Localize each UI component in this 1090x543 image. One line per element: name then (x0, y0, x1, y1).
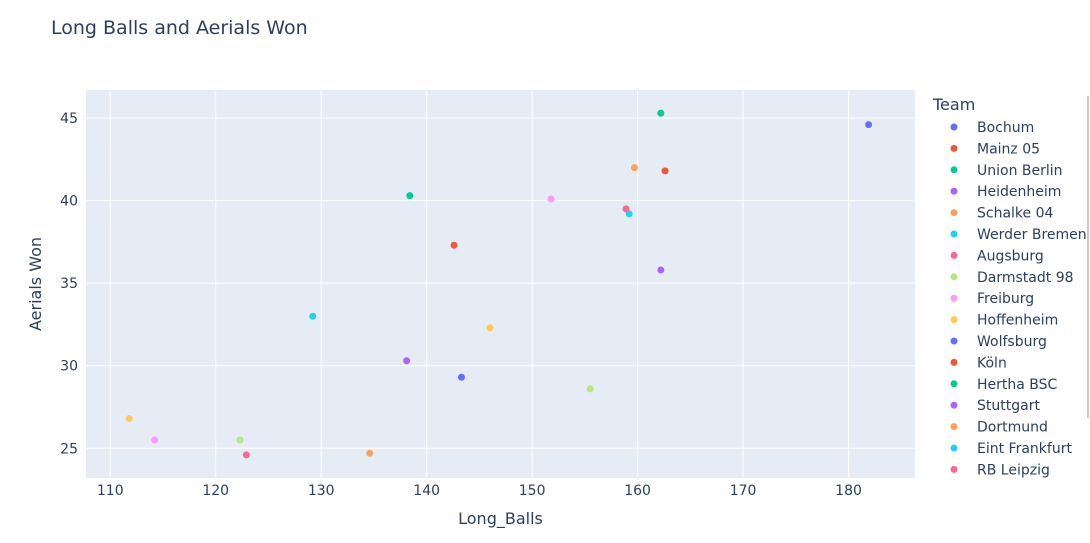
legend-item[interactable]: Mainz 05 (950, 141, 1041, 157)
x-tick-label: 160 (624, 483, 651, 499)
data-point[interactable] (630, 164, 638, 172)
legend-label: Freiburg (977, 291, 1034, 307)
legend-label: Bochum (977, 120, 1034, 136)
chart-title: Long Balls and Aerials Won (51, 17, 308, 39)
legend-item[interactable]: Union Berlin (950, 163, 1063, 179)
legend: Bochum Mainz 05 Union Berlin Heidenheim Scha… (950, 120, 1087, 478)
data-point[interactable] (366, 449, 374, 457)
legend-marker (950, 337, 958, 345)
y-tick-label: 45 (60, 111, 78, 127)
legend-label: Werder Bremen (977, 227, 1087, 243)
legend-label: Augsburg (977, 248, 1044, 264)
x-tick-label: 170 (730, 483, 757, 499)
data-point[interactable] (547, 195, 555, 203)
legend-marker (950, 294, 958, 302)
x-tick-label: 140 (413, 483, 440, 499)
data-point[interactable] (406, 192, 414, 200)
legend-item[interactable]: Hertha BSC (950, 377, 1058, 393)
y-tick-label: 25 (60, 441, 78, 457)
legend-item[interactable]: Stuttgart (950, 398, 1041, 414)
legend-marker (950, 209, 958, 217)
legend-label: Heidenheim (977, 184, 1061, 200)
legend-marker (950, 465, 958, 473)
legend-label: Mainz 05 (977, 141, 1040, 157)
data-point[interactable] (450, 241, 458, 249)
data-point[interactable] (309, 312, 317, 320)
legend-marker (950, 273, 958, 281)
data-point[interactable] (486, 324, 494, 332)
legend-item[interactable]: Eint Frankfurt (950, 441, 1073, 457)
data-point[interactable] (403, 357, 411, 365)
y-tick-label: 40 (60, 194, 78, 210)
legend-marker (950, 187, 958, 195)
legend-label: Hoffenheim (977, 313, 1058, 329)
legend-marker (950, 358, 958, 366)
grid-lines (86, 90, 915, 478)
legend-marker (950, 144, 958, 152)
legend-item[interactable]: Wolfsburg (950, 334, 1047, 350)
legend-item[interactable]: Freiburg (950, 291, 1035, 307)
data-point[interactable] (657, 109, 665, 117)
legend-label: Dortmund (977, 420, 1048, 436)
legend-item[interactable]: Schalke 04 (950, 206, 1054, 222)
x-tick-labels: 110 120 130 140 150 160 170 180 (97, 483, 862, 499)
legend-scrollbar[interactable] (1087, 96, 1089, 418)
legend-marker (950, 401, 958, 409)
legend-item[interactable]: RB Leipzig (950, 462, 1050, 478)
legend-marker (950, 380, 958, 388)
data-point[interactable] (586, 385, 594, 393)
data-point[interactable] (125, 415, 133, 423)
data-point[interactable] (242, 451, 250, 459)
legend-item[interactable]: Bochum (950, 120, 1035, 136)
plot-area (86, 90, 915, 478)
legend-marker (950, 251, 958, 259)
x-tick-label: 180 (835, 483, 862, 499)
legend-marker (950, 230, 958, 238)
x-tick-label: 110 (97, 483, 124, 499)
data-point[interactable] (657, 266, 665, 274)
legend-label: Eint Frankfurt (977, 441, 1072, 457)
legend-item[interactable]: Hoffenheim (950, 313, 1059, 329)
data-point[interactable] (457, 373, 465, 381)
y-axis-title: Aerials Won (26, 237, 45, 331)
legend-label: RB Leipzig (977, 462, 1050, 478)
y-tick-labels: 25 30 35 40 45 (60, 111, 78, 457)
legend-item[interactable]: Darmstadt 98 (950, 270, 1074, 286)
x-tick-label: 150 (519, 483, 546, 499)
legend-marker (950, 423, 958, 431)
x-tick-label: 130 (308, 483, 335, 499)
x-tick-label: 120 (202, 483, 229, 499)
legend-label: Stuttgart (977, 398, 1040, 414)
legend-item[interactable]: Augsburg (950, 248, 1044, 264)
legend-item[interactable]: Dortmund (950, 420, 1048, 436)
legend-marker (950, 166, 958, 174)
legend-title: Team (932, 95, 975, 114)
x-axis-title: Long_Balls (458, 509, 543, 529)
data-point[interactable] (865, 121, 873, 129)
y-tick-label: 30 (60, 359, 78, 375)
legend-label: Wolfsburg (977, 334, 1047, 350)
data-point[interactable] (622, 205, 630, 213)
legend-label: Union Berlin (977, 163, 1063, 179)
legend-label: Darmstadt 98 (977, 270, 1074, 286)
data-point[interactable] (236, 436, 244, 444)
y-tick-label: 35 (60, 276, 78, 292)
legend-label: Hertha BSC (977, 377, 1058, 393)
data-point[interactable] (625, 210, 633, 218)
data-point[interactable] (151, 436, 159, 444)
legend-item[interactable]: Werder Bremen (950, 227, 1087, 243)
data-points (125, 109, 873, 459)
legend-marker (950, 316, 958, 324)
legend-label: Schalke 04 (977, 206, 1054, 222)
legend-item[interactable]: Heidenheim (950, 184, 1062, 200)
legend-marker (950, 444, 958, 452)
legend-item[interactable]: Köln (950, 355, 1007, 371)
legend-label: Köln (977, 355, 1007, 371)
legend-marker (950, 123, 958, 131)
data-point[interactable] (661, 167, 669, 175)
